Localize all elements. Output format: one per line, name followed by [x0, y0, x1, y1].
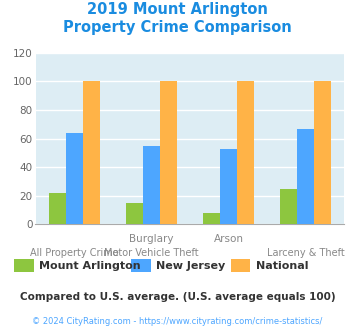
Bar: [280, 189, 297, 224]
Text: Mount Arlington: Mount Arlington: [39, 261, 141, 271]
Bar: [49, 193, 66, 224]
Text: Arson: Arson: [213, 234, 244, 244]
Text: Property Crime Comparison: Property Crime Comparison: [63, 20, 292, 35]
Bar: [297, 129, 314, 224]
Bar: [143, 146, 160, 224]
Text: New Jersey: New Jersey: [156, 261, 225, 271]
Text: All Property Crime: All Property Crime: [30, 248, 119, 257]
Bar: [160, 82, 177, 224]
Text: © 2024 CityRating.com - https://www.cityrating.com/crime-statistics/: © 2024 CityRating.com - https://www.city…: [32, 317, 323, 326]
Bar: [66, 133, 83, 224]
Bar: [237, 82, 254, 224]
Text: Burglary: Burglary: [129, 234, 174, 244]
Bar: [83, 82, 100, 224]
Text: Motor Vehicle Theft: Motor Vehicle Theft: [104, 248, 199, 257]
Bar: [314, 82, 331, 224]
Text: 2019 Mount Arlington: 2019 Mount Arlington: [87, 2, 268, 16]
Bar: [203, 213, 220, 224]
Text: Larceny & Theft: Larceny & Theft: [267, 248, 345, 257]
Bar: [220, 148, 237, 224]
Bar: [126, 203, 143, 224]
Text: Compared to U.S. average. (U.S. average equals 100): Compared to U.S. average. (U.S. average …: [20, 292, 335, 302]
Text: National: National: [256, 261, 308, 271]
